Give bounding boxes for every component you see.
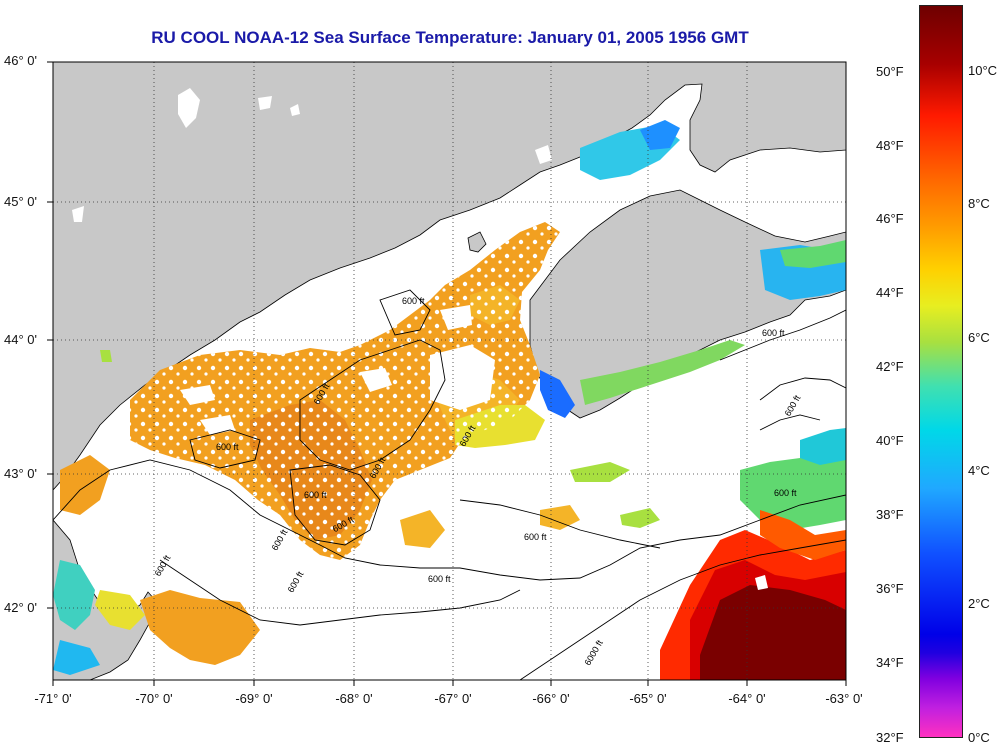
graticule: [53, 62, 846, 680]
axis-ticks: [47, 61, 847, 686]
lon-label--70: -70° 0': [135, 691, 173, 706]
lat-label-43: 43° 0': [4, 466, 37, 481]
contour-label: 600 ft: [774, 488, 797, 498]
contour-600ft-georges: [159, 559, 521, 626]
colorbar-c-2: 2°C: [968, 596, 990, 611]
colorbar-f-34: 34°F: [876, 655, 904, 670]
colorbar-f-42: 42°F: [876, 359, 904, 374]
lon-label--66: -66° 0': [532, 691, 570, 706]
colorbar-c-10: 10°C: [968, 63, 998, 78]
colorbar-f-46: 46°F: [876, 211, 904, 226]
colorbar-f-38: 38°F: [876, 507, 904, 522]
lon-label--67: -67° 0': [434, 691, 472, 706]
lon-label--69: -69° 0': [235, 691, 273, 706]
contour-label: 600 ft: [402, 296, 425, 306]
contour-label: 600 ft: [428, 574, 451, 584]
contour-label: 600 ft: [762, 328, 785, 338]
contour-600ft-gulf: [379, 289, 431, 336]
colorbar-c-8: 8°C: [968, 196, 990, 211]
lon-label--63: -63° 0': [825, 691, 863, 706]
inland-lakes: [72, 88, 552, 222]
lon-label--71: -71° 0': [34, 691, 72, 706]
lat-label-46: 46° 0': [4, 53, 37, 68]
colorbar-c-0: 0°C: [968, 730, 990, 745]
land-grand-manan: [467, 231, 487, 253]
sst-cold-water: [100, 120, 846, 530]
lat-label-45: 45° 0': [4, 194, 37, 209]
colorbar-f-44: 44°F: [876, 285, 904, 300]
contour-600ft-basin-2: [189, 429, 261, 469]
colorbar-c-4: 4°C: [968, 463, 990, 478]
contour-600ft-scotian-2: [759, 377, 846, 401]
sst-south-shelf: [53, 455, 580, 675]
sst-shelf-water: [130, 222, 560, 560]
colorbar-f-36: 36°F: [876, 581, 904, 596]
colorbar-f-32: 32°F: [876, 730, 904, 745]
temperature-colorbar: [919, 5, 963, 738]
contour-600ft-scotian-3: [759, 414, 821, 431]
lat-label-44: 44° 0': [4, 332, 37, 347]
colorbar-f-40: 40°F: [876, 433, 904, 448]
contour-600ft-channel: [459, 499, 661, 549]
contour-600ft-scotian: [719, 309, 846, 361]
contour-label: 600 ft: [524, 532, 547, 542]
contour-600ft-inner: [299, 339, 446, 471]
lon-label--64: -64° 0': [728, 691, 766, 706]
lon-label--68: -68° 0': [335, 691, 373, 706]
contour-600ft-basin: [289, 464, 381, 546]
colorbar-c-6: 6°C: [968, 330, 990, 345]
contour-6000ft: [519, 539, 846, 680]
land-nova-scotia: [529, 189, 846, 419]
lat-label-42: 42° 0': [4, 600, 37, 615]
sst-gulf-stream: [660, 510, 846, 680]
lon-label--65: -65° 0': [629, 691, 667, 706]
contour-600ft: [53, 459, 846, 581]
colorbar-f-50: 50°F: [876, 64, 904, 79]
bathymetry-contours: [53, 289, 846, 680]
map-title: RU COOL NOAA-12 Sea Surface Temperature:…: [151, 28, 749, 47]
contour-label: 600 ft: [216, 442, 239, 452]
plot-frame: [52, 61, 847, 681]
colorbar-f-48: 48°F: [876, 138, 904, 153]
contour-label: 600 ft: [304, 490, 327, 500]
